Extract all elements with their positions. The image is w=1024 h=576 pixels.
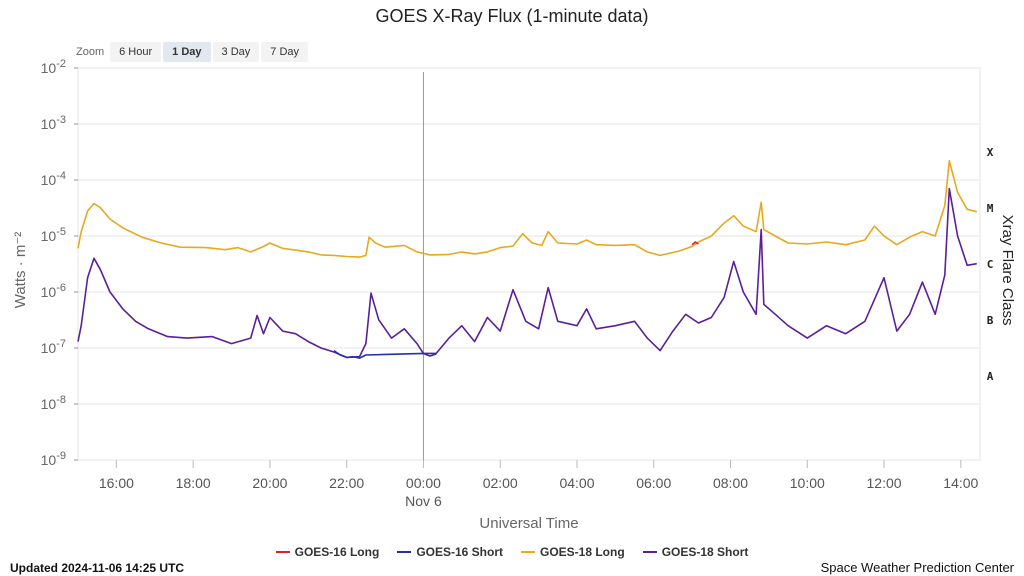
flare-class-x: X bbox=[987, 146, 994, 159]
legend: GOES-16 Long GOES-16 Short GOES-18 Long … bbox=[0, 545, 1024, 559]
zoom-6-hour-button[interactable]: 6 Hour bbox=[110, 42, 162, 62]
grid bbox=[77, 67, 981, 461]
x-tick-label: 12:00 bbox=[867, 475, 902, 491]
y2-axis-label: Xray Flare Class bbox=[999, 215, 1016, 326]
legend-label: GOES-16 Short bbox=[416, 545, 503, 559]
x-tick-label: 10:00 bbox=[790, 475, 825, 491]
zoom-7-day-button[interactable]: 7 Day bbox=[261, 42, 309, 62]
y-tick-label: 10-6 bbox=[41, 282, 66, 300]
legend-goes16-short[interactable]: GOES-16 Short bbox=[397, 545, 503, 559]
x-axis-ticks: 16:00 18:00 20:00 22:00 00:00 Nov 6 02:00 04:00… bbox=[99, 460, 979, 509]
zoom-3-day-button[interactable]: 3 Day bbox=[212, 42, 260, 62]
x-tick-label: 20:00 bbox=[252, 475, 287, 491]
flare-class-a: A bbox=[987, 370, 994, 383]
zoom-1-day-button[interactable]: 1 Day bbox=[163, 42, 211, 62]
x-tick-label: 18:00 bbox=[176, 475, 211, 491]
legend-goes18-long[interactable]: GOES-18 Long bbox=[521, 545, 625, 559]
updated-timestamp: Updated 2024-11-06 14:25 UTC bbox=[10, 561, 185, 575]
y-tick-label: 10-5 bbox=[41, 226, 66, 244]
zoom-label: Zoom bbox=[76, 46, 105, 58]
legend-swatch bbox=[642, 551, 657, 553]
x-tick-label: 00:00 bbox=[406, 475, 441, 491]
xray-flux-chart[interactable]: 10-2 10-3 10-4 10-5 10-6 10-7 10-8 10-9 16:00 18… bbox=[0, 0, 1024, 545]
legend-swatch bbox=[275, 551, 290, 553]
y-tick-label: 10-8 bbox=[41, 394, 66, 412]
y-tick-label: 10-7 bbox=[41, 338, 66, 356]
legend-swatch bbox=[397, 551, 412, 553]
series-goes-18-long bbox=[77, 160, 978, 258]
y-axis-ticks: 10-2 10-3 10-4 10-5 10-6 10-7 10-8 10-9 bbox=[41, 58, 78, 468]
flare-class-labels: X M C B A bbox=[987, 146, 994, 383]
legend-goes16-long[interactable]: GOES-16 Long bbox=[275, 545, 380, 559]
x-tick-label: 08:00 bbox=[713, 475, 748, 491]
series-goes-18-short bbox=[77, 187, 977, 359]
x-tick-label: 06:00 bbox=[636, 475, 671, 491]
flare-class-m: M bbox=[987, 202, 994, 215]
x-axis-label: Universal Time bbox=[479, 515, 578, 532]
x-tick-label: 04:00 bbox=[559, 475, 594, 491]
flare-class-c: C bbox=[987, 258, 994, 271]
series-goes-16-long bbox=[691, 241, 699, 246]
flare-class-b: B bbox=[987, 314, 994, 327]
legend-label: GOES-16 Long bbox=[294, 545, 380, 559]
legend-label: GOES-18 Short bbox=[661, 545, 749, 559]
y-tick-label: 10-2 bbox=[41, 58, 66, 76]
x-tick-label: 16:00 bbox=[99, 475, 134, 491]
legend-goes18-short[interactable]: GOES-18 Short bbox=[642, 545, 749, 559]
series-goes-16-short bbox=[333, 349, 437, 359]
legend-swatch bbox=[521, 551, 535, 553]
series-lines bbox=[77, 160, 978, 359]
credit-text: Space Weather Prediction Center bbox=[820, 560, 1014, 575]
y-tick-label: 10-4 bbox=[41, 170, 66, 188]
chart-title: GOES X-Ray Flux (1-minute data) bbox=[375, 6, 649, 26]
y-tick-label: 10-9 bbox=[41, 450, 66, 468]
x-tick-label: 02:00 bbox=[483, 475, 518, 491]
x-tick-sublabel: Nov 6 bbox=[405, 493, 442, 509]
y-axis-label: Watts · m⁻² bbox=[12, 232, 29, 309]
plot-frame bbox=[77, 67, 981, 461]
x-tick-label: 22:00 bbox=[329, 475, 364, 491]
legend-label: GOES-18 Long bbox=[540, 545, 625, 559]
x-tick-label: 14:00 bbox=[943, 475, 978, 491]
y-tick-label: 10-3 bbox=[41, 114, 66, 132]
zoom-bar: Zoom 6 Hour 1 Day 3 Day 7 Day bbox=[76, 42, 310, 62]
